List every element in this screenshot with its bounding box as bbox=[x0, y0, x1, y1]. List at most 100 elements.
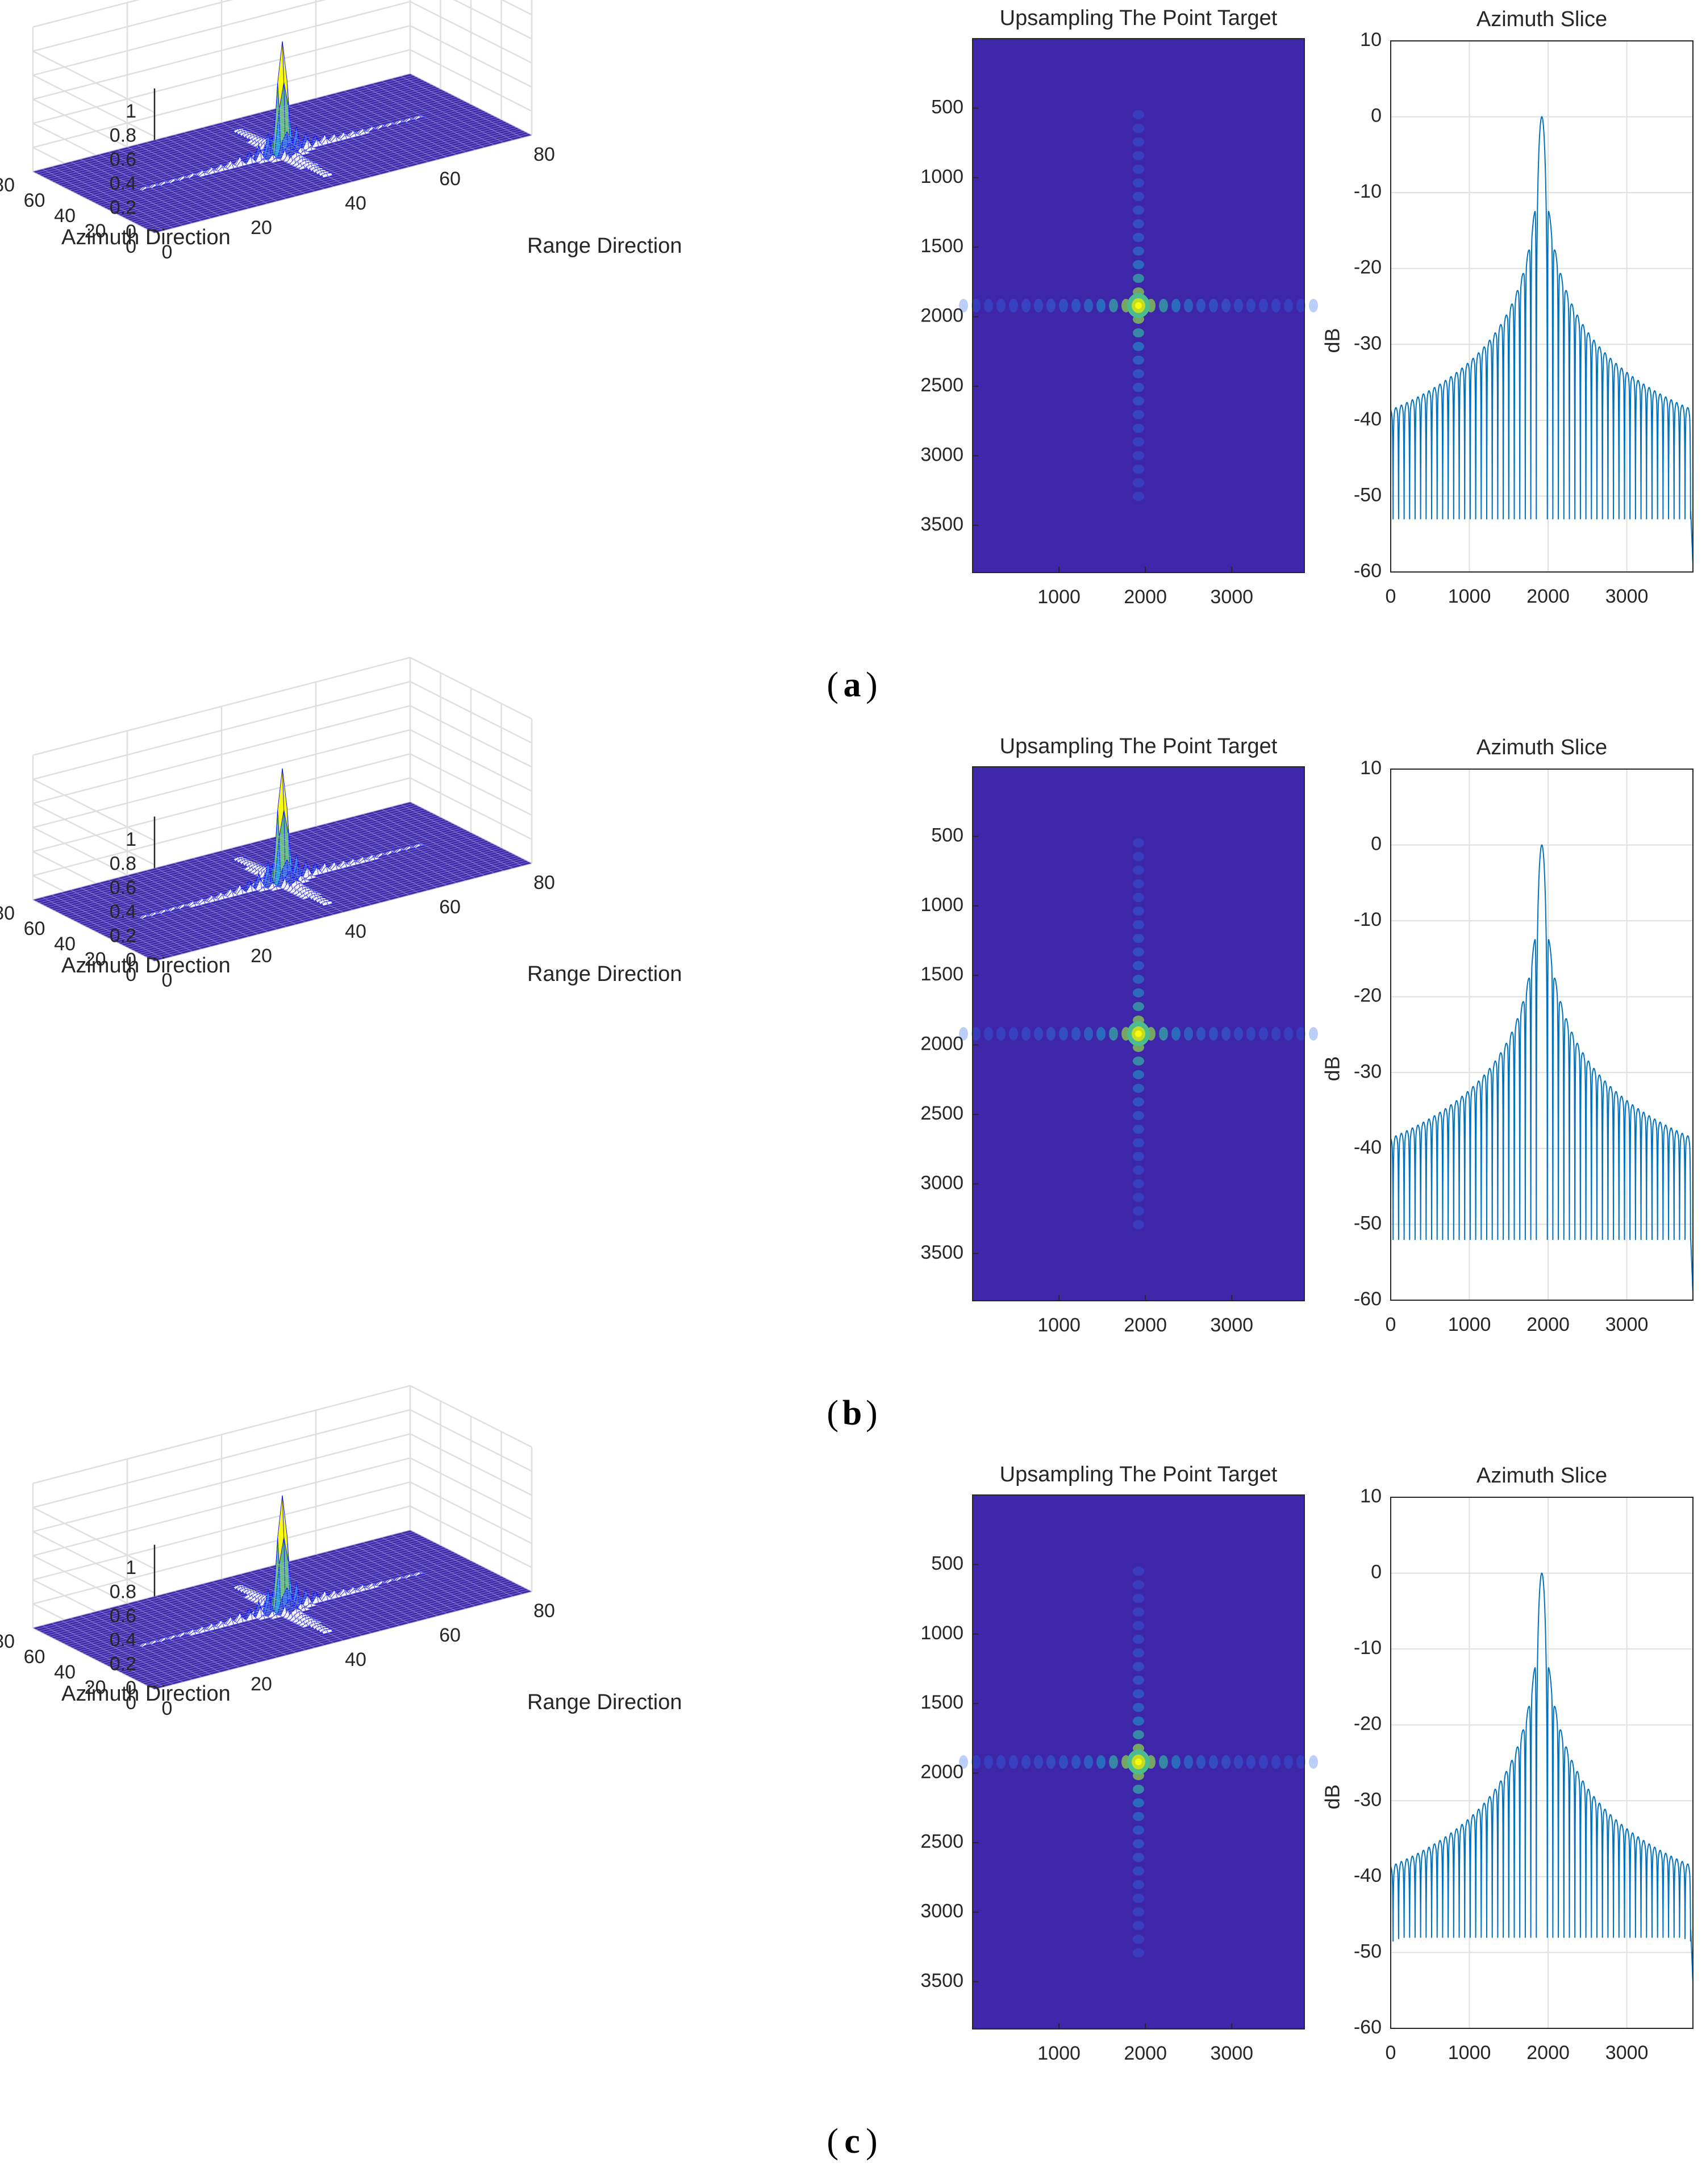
slice-y-tick-label: -10 bbox=[1354, 909, 1382, 930]
range-sidelobe bbox=[1209, 1755, 1218, 1769]
range-sidelobe bbox=[1059, 1027, 1068, 1041]
mesh-line bbox=[240, 845, 362, 908]
range-sidelobe bbox=[1084, 1027, 1093, 1041]
slice-y-tick-label: -50 bbox=[1354, 1212, 1382, 1234]
range-tick-label: 0 bbox=[162, 1698, 173, 1719]
slice-y-tick-label: -40 bbox=[1354, 408, 1382, 430]
image-x-tick-label: 2000 bbox=[1124, 586, 1167, 608]
z-tick-label: 0 bbox=[126, 221, 136, 243]
z-gridline bbox=[32, 803, 155, 866]
range-tick-label: 20 bbox=[251, 217, 272, 239]
slice-area bbox=[1391, 1497, 1693, 2028]
azimuth-sidelobe bbox=[1133, 260, 1144, 269]
image-y-tick-label: 1000 bbox=[920, 1622, 963, 1644]
image-x-tick-label: 1000 bbox=[1037, 1314, 1081, 1336]
mesh-line bbox=[353, 88, 475, 151]
range-sidelobe bbox=[1009, 299, 1018, 312]
caption-letter: a bbox=[844, 666, 861, 704]
azimuth-sidelobe bbox=[1133, 947, 1144, 957]
z-gridline bbox=[32, 1409, 532, 1509]
upsampled-image-plot: Upsampling The Point Target 500 1000 1500 20… bbox=[920, 734, 1318, 1336]
z-tick-label: 0.2 bbox=[110, 1653, 136, 1675]
slice-y-axis-label: dB bbox=[1321, 1784, 1344, 1809]
mesh-line bbox=[87, 1557, 465, 1656]
image-y-tick-label: 3500 bbox=[920, 1970, 963, 1991]
range-sidelobe bbox=[1021, 1027, 1031, 1041]
range-sidelobe bbox=[971, 1027, 981, 1041]
range-sidelobe bbox=[1296, 1027, 1305, 1041]
mesh-line bbox=[381, 1537, 504, 1600]
mesh-line bbox=[84, 828, 462, 926]
range-sidelobe bbox=[1246, 1027, 1255, 1041]
mesh-line bbox=[36, 75, 414, 174]
range-sidelobe bbox=[1009, 1027, 1018, 1041]
mesh-line bbox=[90, 1559, 468, 1657]
range-sidelobe bbox=[984, 1027, 993, 1041]
range-sidelobe bbox=[1196, 299, 1206, 312]
caption-open-paren: ( bbox=[827, 2122, 839, 2161]
range-sidelobe bbox=[1184, 1755, 1193, 1769]
image-y-tick-label: 2000 bbox=[920, 1033, 963, 1055]
azimuth-sidelobe bbox=[1133, 247, 1144, 256]
image-y-tick-label: 2500 bbox=[920, 374, 963, 396]
image-y-tick-label: 500 bbox=[931, 96, 963, 118]
slice-y-tick-label: 10 bbox=[1360, 757, 1382, 779]
range-sidelobe bbox=[1034, 1755, 1043, 1769]
azimuth-tick-label: 60 bbox=[24, 918, 45, 939]
mesh-line bbox=[344, 819, 466, 881]
azimuth-sidelobe bbox=[1133, 1056, 1144, 1066]
azimuth-sidelobe bbox=[1133, 934, 1144, 943]
z-tick-label: 0.6 bbox=[110, 149, 136, 170]
mesh-line bbox=[381, 81, 504, 143]
image-x-tick-label: 1000 bbox=[1037, 2043, 1081, 2064]
slice-x-tick-label: 2000 bbox=[1526, 1314, 1570, 1335]
slice-y-tick-label: -20 bbox=[1354, 1713, 1382, 1735]
range-sidelobe bbox=[1034, 299, 1043, 312]
z-gridline bbox=[32, 1506, 155, 1570]
mesh-line bbox=[90, 830, 468, 929]
range-sidelobe bbox=[1296, 299, 1305, 312]
peak-marker bbox=[1135, 1759, 1142, 1765]
image-x-tick-label: 1000 bbox=[1037, 586, 1081, 608]
azimuth-sidelobe bbox=[1133, 274, 1144, 283]
mesh-line bbox=[259, 841, 381, 903]
z-tick-label: 0 bbox=[126, 1677, 136, 1699]
image-y-tick-label: 1500 bbox=[920, 963, 963, 985]
point-target-response bbox=[959, 838, 1318, 1229]
z-gridline bbox=[32, 680, 532, 780]
slice-y-tick-label: -40 bbox=[1354, 1865, 1382, 1886]
image-y-tick-label: 500 bbox=[931, 824, 963, 846]
mesh-line bbox=[72, 821, 450, 920]
azimuth-sidelobe bbox=[1133, 410, 1144, 419]
mesh-line bbox=[87, 101, 465, 200]
surface-plot: 00.20.40.60.81020406080020406080Azimuth … bbox=[0, 0, 682, 263]
range-sidelobe bbox=[1271, 299, 1280, 312]
image-frame bbox=[972, 38, 1305, 573]
mesh-line bbox=[45, 1536, 423, 1635]
range-sidelobe bbox=[1221, 1755, 1231, 1769]
mesh-line bbox=[334, 1549, 457, 1611]
mesh-line bbox=[72, 93, 450, 192]
range-tick-label: 80 bbox=[533, 1600, 555, 1622]
caption-letter: b bbox=[842, 1394, 862, 1433]
slice-x-tick-label: 0 bbox=[1386, 2042, 1396, 2064]
mesh-line bbox=[48, 809, 426, 908]
z-gridline bbox=[32, 1531, 155, 1594]
range-sidelobe bbox=[1071, 299, 1081, 312]
mesh-line bbox=[93, 832, 472, 931]
slice-y-tick-label: -10 bbox=[1354, 1637, 1382, 1659]
mesh-line bbox=[32, 1530, 411, 1628]
mesh-line bbox=[81, 1554, 459, 1653]
mesh-line bbox=[391, 78, 514, 141]
azimuth-sidelobe bbox=[1133, 1921, 1144, 1930]
z-tick-label: 1 bbox=[126, 829, 136, 850]
mesh-line bbox=[84, 1556, 462, 1655]
range-sidelobe bbox=[1071, 1027, 1081, 1041]
mesh-line bbox=[249, 843, 372, 905]
range-sidelobe bbox=[1309, 299, 1318, 312]
mesh-line bbox=[362, 1542, 485, 1604]
slice-y-tick-label: -30 bbox=[1354, 332, 1382, 354]
